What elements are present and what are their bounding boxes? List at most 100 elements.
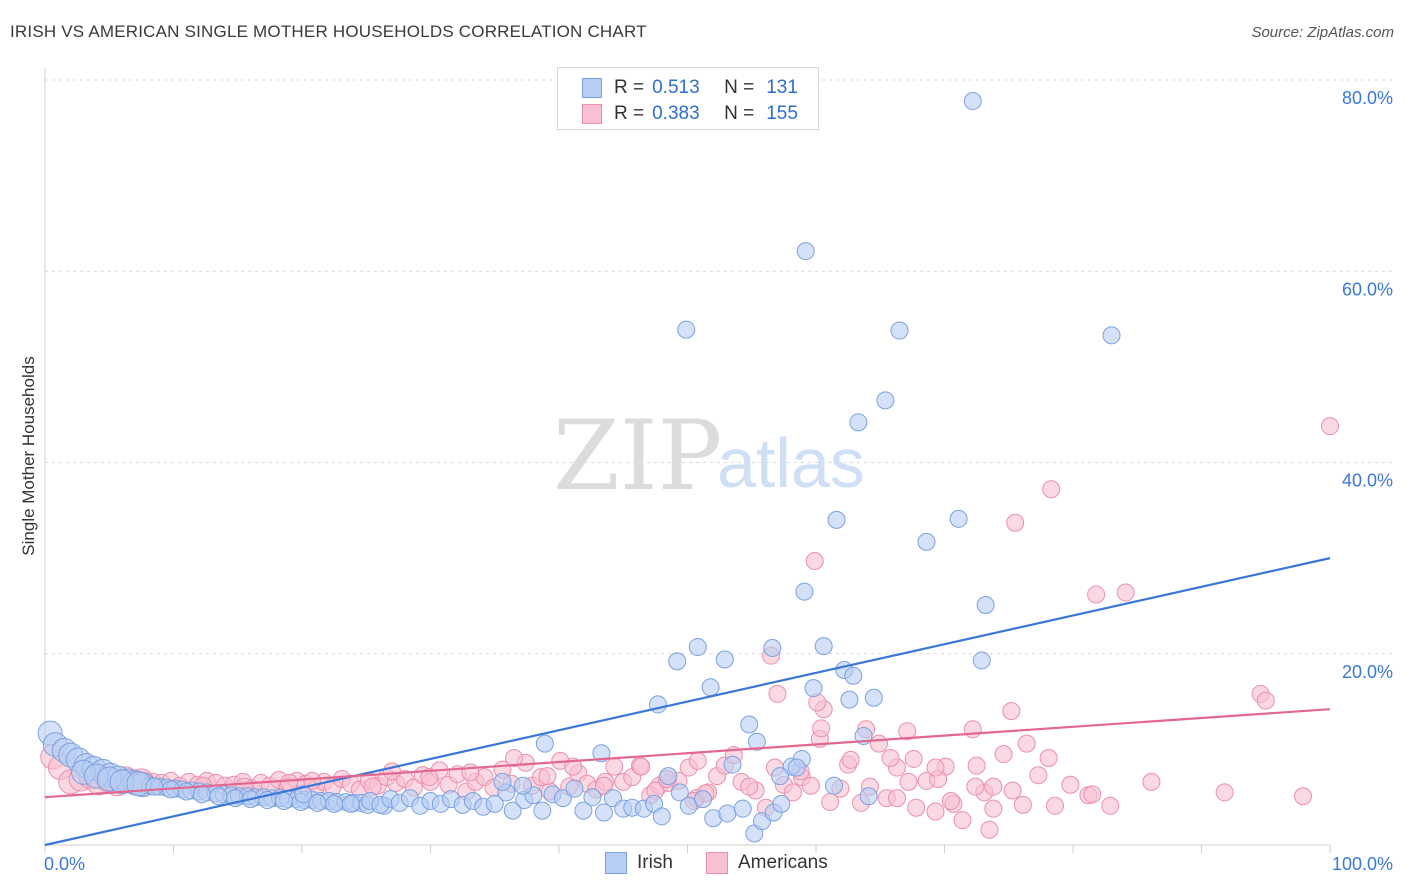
americans-point xyxy=(926,758,945,777)
irish-point xyxy=(341,794,360,813)
irish-point xyxy=(1102,326,1121,345)
americans-point xyxy=(953,811,972,830)
irish-point xyxy=(535,734,554,753)
americans-point xyxy=(887,789,906,808)
irish-point xyxy=(514,776,533,795)
americans-point xyxy=(841,750,860,769)
x-tick-label-max: 100.0% xyxy=(1332,854,1393,874)
americans-point xyxy=(1029,766,1048,785)
americans-point xyxy=(1116,583,1135,602)
irish-point xyxy=(493,772,512,791)
irish-point xyxy=(503,801,522,820)
americans-point xyxy=(1006,513,1025,532)
irish-point xyxy=(723,755,742,774)
americans-point xyxy=(1142,772,1161,791)
americans-point xyxy=(994,745,1013,764)
x-tick-label-min: 0.0% xyxy=(44,854,85,874)
irish-point xyxy=(747,732,766,751)
irish-point xyxy=(804,679,823,698)
irish-point xyxy=(787,758,806,777)
americans-point xyxy=(740,777,759,796)
americans-point xyxy=(801,776,820,795)
bottom-legend-americans: Americans xyxy=(706,852,828,874)
irish-point xyxy=(949,509,968,528)
bottom-legend-swatch-irish xyxy=(605,852,627,874)
legend-r-value-irish: 0.513 xyxy=(652,77,700,98)
chart-title: IRISH VS AMERICAN SINGLE MOTHER HOUSEHOL… xyxy=(10,22,647,41)
americans-point xyxy=(899,772,918,791)
americans-point xyxy=(963,720,982,739)
americans-point xyxy=(1087,585,1106,604)
bottom-legend-label-americans: Americans xyxy=(738,852,828,873)
irish-point xyxy=(740,715,759,734)
irish-point xyxy=(890,321,909,340)
americans-point xyxy=(605,757,624,776)
americans-point xyxy=(538,767,557,786)
axes xyxy=(44,68,1331,853)
irish-point xyxy=(583,788,602,807)
irish-point xyxy=(565,779,584,798)
irish-point xyxy=(772,794,791,813)
americans-point xyxy=(1013,795,1032,814)
legend-box: R = 0.513 N = 131 R = 0.383 N = 155 xyxy=(557,67,819,130)
watermark-atlas: atlas xyxy=(717,424,865,502)
americans-point xyxy=(1101,796,1120,815)
americans-point xyxy=(805,551,824,570)
americans-point xyxy=(1017,734,1036,753)
americans-point xyxy=(984,799,1003,818)
irish-point xyxy=(145,777,164,796)
americans-trend-line xyxy=(44,708,1331,799)
y-tick-label: 60.0% xyxy=(1342,279,1393,299)
americans-point xyxy=(594,776,613,795)
irish-point xyxy=(824,776,843,795)
irish-point xyxy=(844,666,863,685)
irish-point xyxy=(177,782,196,801)
americans-point xyxy=(420,768,439,787)
irish-point xyxy=(814,637,833,656)
irish-point xyxy=(827,510,846,529)
americans-point xyxy=(941,792,960,811)
irish-point xyxy=(976,595,995,614)
irish-point xyxy=(876,391,895,410)
tick-labels: 20.0% 40.0% 60.0% 80.0% 0.0% 100.0% xyxy=(44,88,1393,874)
irish-point xyxy=(668,652,687,671)
americans-point xyxy=(632,757,651,776)
americans-point xyxy=(980,820,999,839)
americans-point xyxy=(461,763,480,782)
watermark-zip: ZIP xyxy=(553,400,722,512)
americans-point xyxy=(869,734,888,753)
irish-point xyxy=(659,767,678,786)
americans-point xyxy=(898,722,917,741)
irish-point xyxy=(677,320,696,339)
irish-point xyxy=(688,638,707,657)
americans-point xyxy=(984,777,1003,796)
legend-r-label: R = xyxy=(614,77,645,98)
irish-point xyxy=(859,787,878,806)
americans-point xyxy=(1046,796,1065,815)
americans-point xyxy=(688,751,707,770)
irish-point xyxy=(192,785,211,804)
irish-series xyxy=(37,92,1121,843)
americans-point xyxy=(768,684,787,703)
gridlines xyxy=(45,79,1393,655)
bottom-legend-swatch-americans xyxy=(706,852,728,874)
irish-point xyxy=(533,801,552,820)
americans-point xyxy=(926,802,945,821)
irish-point xyxy=(864,688,883,707)
irish-point xyxy=(594,803,613,822)
trend-lines xyxy=(44,557,1331,847)
americans-point xyxy=(907,798,926,817)
americans-point xyxy=(966,777,985,796)
irish-point xyxy=(796,242,815,261)
legend-r-value-americans: 0.383 xyxy=(652,103,700,124)
americans-point xyxy=(1294,787,1313,806)
legend-n-label: N = xyxy=(724,77,755,98)
irish-point xyxy=(795,582,814,601)
irish-point xyxy=(763,639,782,658)
y-tick-label: 80.0% xyxy=(1342,88,1393,108)
legend-r-label: R = xyxy=(614,103,645,124)
irish-point xyxy=(294,785,313,804)
bottom-legend-label-irish: Irish xyxy=(637,852,673,873)
irish-trend-line xyxy=(44,557,1331,847)
irish-point xyxy=(209,787,228,806)
